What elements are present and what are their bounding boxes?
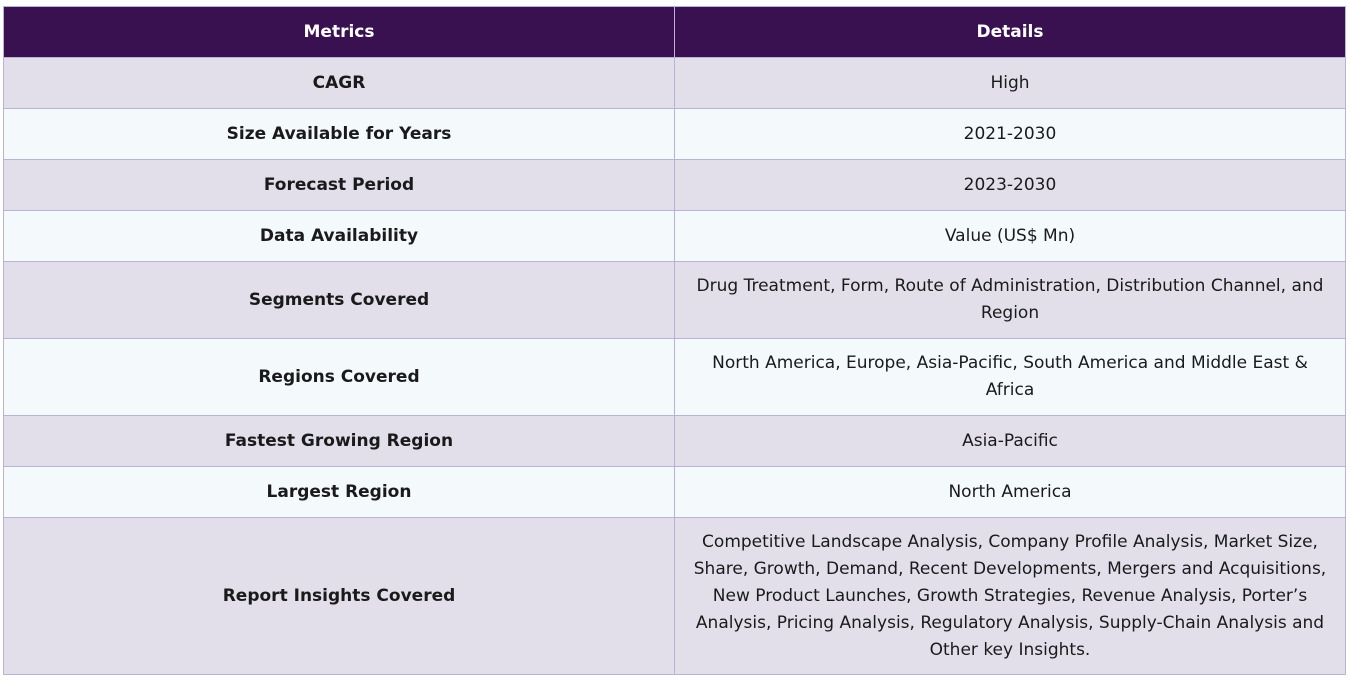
metric-cell: Forecast Period xyxy=(3,159,675,211)
metric-cell: Report Insights Covered xyxy=(3,517,675,675)
table-row: Regions Covered North America, Europe, A… xyxy=(3,338,1346,416)
table-header-row: Metrics Details xyxy=(3,6,1346,58)
metric-cell: CAGR xyxy=(3,57,675,109)
metric-cell: Size Available for Years xyxy=(3,108,675,160)
detail-cell: High xyxy=(674,57,1346,109)
table-row: Fastest Growing Region Asia-Pacific xyxy=(3,415,1346,467)
metric-cell: Largest Region xyxy=(3,466,675,518)
metric-cell: Data Availability xyxy=(3,210,675,262)
table-row: Segments Covered Drug Treatment, Form, R… xyxy=(3,261,1346,339)
detail-cell: Value (US$ Mn) xyxy=(674,210,1346,262)
detail-cell: Drug Treatment, Form, Route of Administr… xyxy=(674,261,1346,339)
detail-cell: Asia-Pacific xyxy=(674,415,1346,467)
table-row: Forecast Period 2023-2030 xyxy=(3,159,1346,211)
detail-cell: 2021-2030 xyxy=(674,108,1346,160)
report-metrics-table-container: Metrics Details CAGR High Size Available… xyxy=(3,6,1346,675)
metrics-column-header: Metrics xyxy=(3,6,675,58)
table-row: Report Insights Covered Competitive Land… xyxy=(3,517,1346,675)
report-metrics-table: Metrics Details CAGR High Size Available… xyxy=(3,6,1346,675)
metric-cell: Fastest Growing Region xyxy=(3,415,675,467)
table-row: CAGR High xyxy=(3,57,1346,109)
metric-cell: Segments Covered xyxy=(3,261,675,339)
detail-cell: North America, Europe, Asia-Pacific, Sou… xyxy=(674,338,1346,416)
details-column-header: Details xyxy=(674,6,1346,58)
detail-cell: 2023-2030 xyxy=(674,159,1346,211)
table-row: Largest Region North America xyxy=(3,466,1346,518)
table-row: Size Available for Years 2021-2030 xyxy=(3,108,1346,160)
metric-cell: Regions Covered xyxy=(3,338,675,416)
table-row: Data Availability Value (US$ Mn) xyxy=(3,210,1346,262)
detail-cell: Competitive Landscape Analysis, Company … xyxy=(674,517,1346,675)
detail-cell: North America xyxy=(674,466,1346,518)
